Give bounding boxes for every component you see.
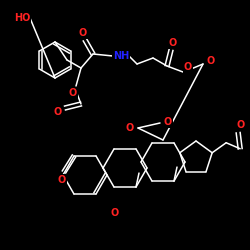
Text: O: O (79, 28, 87, 38)
Text: O: O (169, 38, 177, 48)
Text: O: O (126, 123, 134, 133)
Text: O: O (58, 175, 66, 185)
Text: O: O (111, 208, 119, 218)
Text: HO: HO (14, 13, 30, 23)
Text: O: O (236, 120, 244, 130)
Text: O: O (164, 117, 172, 127)
Text: NH: NH (113, 51, 129, 61)
Text: O: O (54, 107, 62, 117)
Text: O: O (69, 88, 77, 98)
Text: O: O (184, 62, 192, 72)
Text: O: O (207, 56, 215, 66)
